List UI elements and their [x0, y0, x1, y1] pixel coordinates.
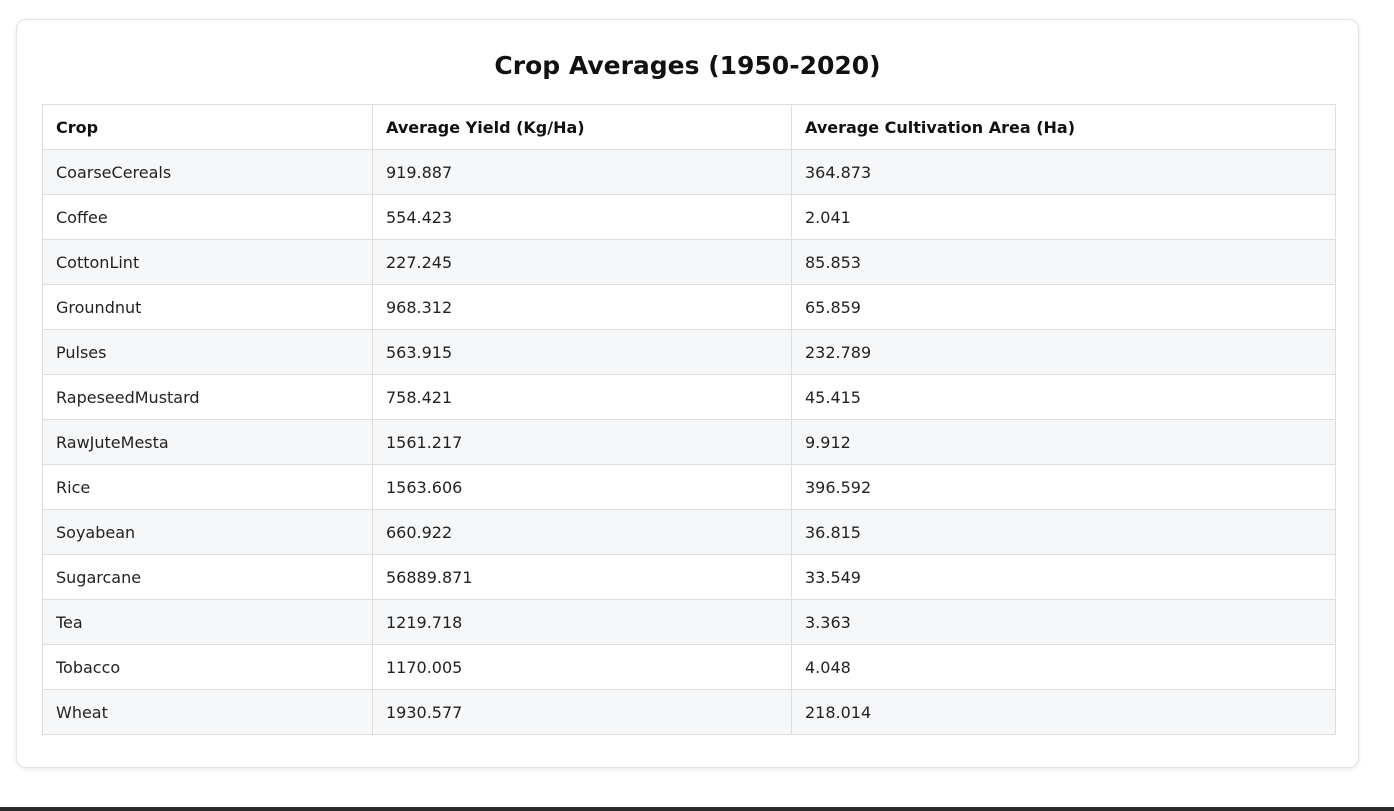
crop-averages-table: Crop Average Yield (Kg/Ha) Average Culti… — [42, 104, 1336, 735]
table-cell-crop: CoarseCereals — [42, 149, 373, 195]
table-cell-average-cultivation-area: 85.853 — [791, 239, 1336, 285]
table-cell-average-yield: 227.245 — [372, 239, 792, 285]
table-cell-average-cultivation-area: 4.048 — [791, 644, 1336, 690]
table-row: Rice 1563.606 396.592 — [42, 464, 1336, 510]
table-cell-crop: Sugarcane — [42, 554, 373, 600]
table-cell-crop: RawJuteMesta — [42, 419, 373, 465]
table-row: CottonLint 227.245 85.853 — [42, 239, 1336, 285]
table-cell-average-cultivation-area: 2.041 — [791, 194, 1336, 240]
table-row: RawJuteMesta 1561.217 9.912 — [42, 419, 1336, 465]
table-cell-crop: Pulses — [42, 329, 373, 375]
table-cell-average-cultivation-area: 364.873 — [791, 149, 1336, 195]
table-row: Sugarcane 56889.871 33.549 — [42, 554, 1336, 600]
table-cell-average-yield: 563.915 — [372, 329, 792, 375]
column-header-average-yield: Average Yield (Kg/Ha) — [372, 104, 792, 150]
table-cell-crop: Coffee — [42, 194, 373, 240]
table-cell-average-yield: 968.312 — [372, 284, 792, 330]
table-cell-average-cultivation-area: 45.415 — [791, 374, 1336, 420]
table-cell-crop: Tea — [42, 599, 373, 645]
table-cell-crop: RapeseedMustard — [42, 374, 373, 420]
table-cell-crop: Soyabean — [42, 509, 373, 555]
table-cell-average-cultivation-area: 9.912 — [791, 419, 1336, 465]
table-cell-crop: Rice — [42, 464, 373, 510]
table-row: Coffee 554.423 2.041 — [42, 194, 1336, 240]
table-cell-average-yield: 56889.871 — [372, 554, 792, 600]
table-cell-crop: Groundnut — [42, 284, 373, 330]
table-cell-average-yield: 1219.718 — [372, 599, 792, 645]
table-cell-average-cultivation-area: 232.789 — [791, 329, 1336, 375]
table-row: Tobacco 1170.005 4.048 — [42, 644, 1336, 690]
table-cell-average-yield: 1930.577 — [372, 689, 792, 735]
table-cell-average-yield: 1563.606 — [372, 464, 792, 510]
table-row: Pulses 563.915 232.789 — [42, 329, 1336, 375]
table-cell-average-cultivation-area: 396.592 — [791, 464, 1336, 510]
table-cell-average-yield: 660.922 — [372, 509, 792, 555]
table-row: Wheat 1930.577 218.014 — [42, 689, 1336, 735]
table-row: CoarseCereals 919.887 364.873 — [42, 149, 1336, 195]
table-row: RapeseedMustard 758.421 45.415 — [42, 374, 1336, 420]
column-header-crop: Crop — [42, 104, 373, 150]
table-cell-crop: Wheat — [42, 689, 373, 735]
table-cell-average-cultivation-area: 65.859 — [791, 284, 1336, 330]
table-row: Tea 1219.718 3.363 — [42, 599, 1336, 645]
table-body: CoarseCereals 919.887 364.873 Coffee 554… — [42, 149, 1336, 735]
table-cell-average-yield: 919.887 — [372, 149, 792, 195]
bottom-edge-bar — [0, 807, 1394, 811]
table-header-row: Crop Average Yield (Kg/Ha) Average Culti… — [42, 104, 1336, 150]
table-cell-average-yield: 1170.005 — [372, 644, 792, 690]
table-cell-average-cultivation-area: 3.363 — [791, 599, 1336, 645]
table-cell-average-yield: 1561.217 — [372, 419, 792, 465]
table-cell-average-yield: 758.421 — [372, 374, 792, 420]
page-title: Crop Averages (1950-2020) — [494, 51, 881, 80]
table-row: Groundnut 968.312 65.859 — [42, 284, 1336, 330]
table-cell-crop: Tobacco — [42, 644, 373, 690]
table-cell-crop: CottonLint — [42, 239, 373, 285]
table-cell-average-cultivation-area: 218.014 — [791, 689, 1336, 735]
table-cell-average-cultivation-area: 36.815 — [791, 509, 1336, 555]
table-cell-average-cultivation-area: 33.549 — [791, 554, 1336, 600]
table-row: Soyabean 660.922 36.815 — [42, 509, 1336, 555]
column-header-average-cultivation-area: Average Cultivation Area (Ha) — [791, 104, 1336, 150]
table-cell-average-yield: 554.423 — [372, 194, 792, 240]
crop-averages-card: Crop Averages (1950-2020) Crop Average Y… — [16, 19, 1359, 768]
table-header: Crop Average Yield (Kg/Ha) Average Culti… — [42, 104, 1336, 150]
